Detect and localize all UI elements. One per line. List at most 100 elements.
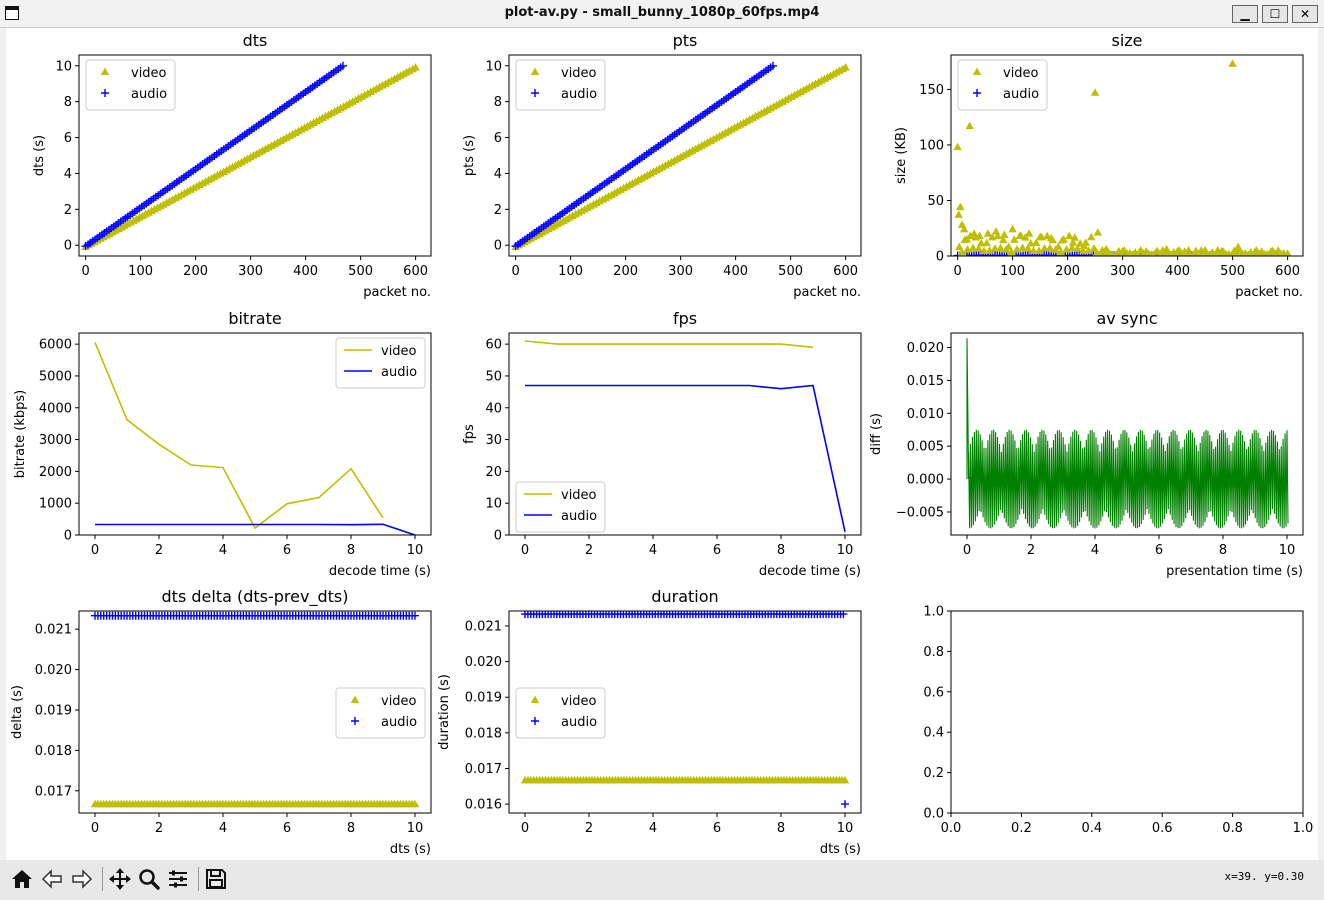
pts-data-area bbox=[511, 61, 850, 251]
x-tick-label: 300 bbox=[1110, 264, 1135, 279]
x-tick-label: 4 bbox=[649, 821, 657, 836]
forward-icon[interactable] bbox=[68, 865, 96, 893]
size-video-marker bbox=[1018, 243, 1027, 252]
x-tick-label: 8 bbox=[347, 543, 355, 558]
pan-icon[interactable] bbox=[106, 865, 134, 893]
x-tick-label: 0 bbox=[511, 264, 519, 279]
size-video-marker bbox=[1032, 238, 1041, 247]
legend-marker-audio bbox=[531, 717, 539, 725]
chart-title: fps bbox=[673, 309, 697, 328]
legend-label-video: video bbox=[1003, 66, 1039, 81]
x-tick-label: 0 bbox=[81, 264, 89, 279]
y-tick-label: 0 bbox=[494, 239, 502, 254]
axes-frame bbox=[78, 332, 432, 536]
x-tick-label: 100 bbox=[128, 264, 153, 279]
figure-canvas[interactable]: 0 100 200 300 400 500 600 0 2 4 6 8 10 dts packet no. d… bbox=[6, 28, 1318, 860]
save-icon[interactable] bbox=[202, 865, 230, 893]
y-tick-label: 150 bbox=[919, 83, 944, 98]
x-tick-label: 2 bbox=[1027, 543, 1035, 558]
minimize-button[interactable]: ▁ bbox=[1232, 5, 1258, 23]
subplot-bitrate: 0 2 4 6 8 10 0 1000 2000 3000 4000 5000 6000 bitrate d… bbox=[13, 309, 432, 579]
chart-title: size bbox=[1111, 31, 1142, 50]
y-axis-label: size (KB) bbox=[894, 127, 909, 184]
axes-frame bbox=[78, 54, 432, 257]
x-axis-label: decode time (s) bbox=[329, 564, 431, 579]
zoom-icon[interactable] bbox=[135, 865, 163, 893]
y-tick-label: 0.018 bbox=[465, 726, 502, 741]
y-axis-label: bitrate (kbps) bbox=[13, 390, 28, 478]
subplot-empty: 0.0 0.2 0.4 0.6 0.8 1.0 0.0 0.2 0.4 0.6 0.8 1.0 bbox=[923, 605, 1313, 837]
y-tick-label: 10 bbox=[485, 59, 502, 74]
y-tick-label: 0.4 bbox=[923, 726, 944, 741]
size-video-marker bbox=[1059, 235, 1068, 243]
avsync-data-area bbox=[966, 338, 1289, 529]
y-tick-label: 40 bbox=[485, 401, 502, 416]
y-tick-label: 0.018 bbox=[35, 744, 72, 759]
maximize-button[interactable]: ☐ bbox=[1262, 5, 1288, 23]
chart-title: dts bbox=[243, 31, 268, 50]
size-video-marker bbox=[960, 235, 969, 243]
size-video-marker bbox=[966, 231, 975, 240]
size-video-marker bbox=[1023, 244, 1033, 252]
legend-marker-audio bbox=[101, 89, 109, 97]
x-tick-label: 400 bbox=[723, 264, 748, 279]
close-button[interactable]: ✕ bbox=[1292, 5, 1318, 23]
x-tick-label: 0 bbox=[521, 821, 529, 836]
y-tick-label: 0.015 bbox=[907, 374, 944, 389]
legend-label-audio: audio bbox=[561, 87, 597, 102]
x-tick-label: 0 bbox=[91, 543, 99, 558]
x-tick-label: 6 bbox=[283, 543, 291, 558]
y-tick-label: 6000 bbox=[39, 338, 72, 353]
legend: video audio bbox=[335, 687, 426, 739]
y-tick-label: 0.000 bbox=[907, 473, 944, 488]
size-video-marker bbox=[1228, 59, 1237, 67]
x-tick-label: 0 bbox=[91, 821, 99, 836]
chart-title: duration bbox=[651, 587, 718, 606]
legend-marker-video bbox=[100, 67, 110, 75]
legend: video audio bbox=[85, 59, 176, 111]
y-tick-label: 100 bbox=[919, 138, 944, 153]
size-video-marker bbox=[1056, 247, 1066, 256]
cursor-coordinates: x=39. y=0.30 bbox=[1224, 870, 1304, 883]
dtsdelta-audio-marker bbox=[411, 611, 419, 620]
navigation-toolbar: x=39. y=0.30 bbox=[0, 860, 1324, 900]
legend-marker-video bbox=[530, 695, 540, 703]
size-video-marker bbox=[999, 235, 1008, 244]
pts-audio-marker bbox=[769, 61, 777, 70]
x-tick-label: 0 bbox=[963, 543, 971, 558]
chart-title: dts delta (dts-prev_dts) bbox=[162, 587, 349, 607]
x-tick-label: 2 bbox=[585, 543, 593, 558]
size-video-marker bbox=[971, 233, 980, 241]
subplot-fps: 0 2 4 6 8 10 0 10 20 30 40 50 60 fps decode time (s) fp… bbox=[462, 309, 862, 579]
legend: video audio bbox=[515, 687, 606, 739]
y-tick-label: 0.2 bbox=[923, 766, 944, 781]
size-video-marker bbox=[954, 210, 963, 218]
y-tick-label: 0.8 bbox=[923, 645, 944, 660]
size-video-marker bbox=[1054, 242, 1063, 250]
y-tick-label: 0.005 bbox=[907, 440, 944, 455]
y-tick-label: 0.021 bbox=[35, 623, 72, 638]
size-video-marker bbox=[1084, 246, 1093, 254]
y-tick-label: 10 bbox=[55, 59, 72, 74]
configure-subplots-icon[interactable] bbox=[164, 865, 192, 893]
x-tick-label: 4 bbox=[219, 543, 227, 558]
size-video-marker bbox=[1029, 246, 1038, 255]
dtsdelta-data-area bbox=[90, 611, 420, 808]
size-video-marker bbox=[1087, 232, 1096, 241]
dts-video-marker bbox=[411, 63, 420, 71]
back-icon[interactable] bbox=[38, 865, 66, 893]
y-tick-label: 4 bbox=[64, 167, 72, 182]
subplot-avsync: 0 2 4 6 8 10 −0.005 0.000 0.005 0.010 0.015 0.020 av… bbox=[869, 309, 1304, 579]
x-tick-label: 8 bbox=[1219, 543, 1227, 558]
x-tick-label: 600 bbox=[403, 264, 428, 279]
x-tick-label: 600 bbox=[1275, 264, 1300, 279]
x-tick-label: 200 bbox=[183, 264, 208, 279]
size-video-marker bbox=[1024, 229, 1034, 237]
home-icon[interactable] bbox=[8, 865, 36, 893]
size-video-marker bbox=[985, 246, 994, 254]
legend-label-audio: audio bbox=[381, 365, 417, 380]
x-axis-label: dts (s) bbox=[820, 842, 861, 857]
size-video-marker bbox=[953, 142, 962, 151]
x-tick-label: 500 bbox=[1220, 264, 1245, 279]
